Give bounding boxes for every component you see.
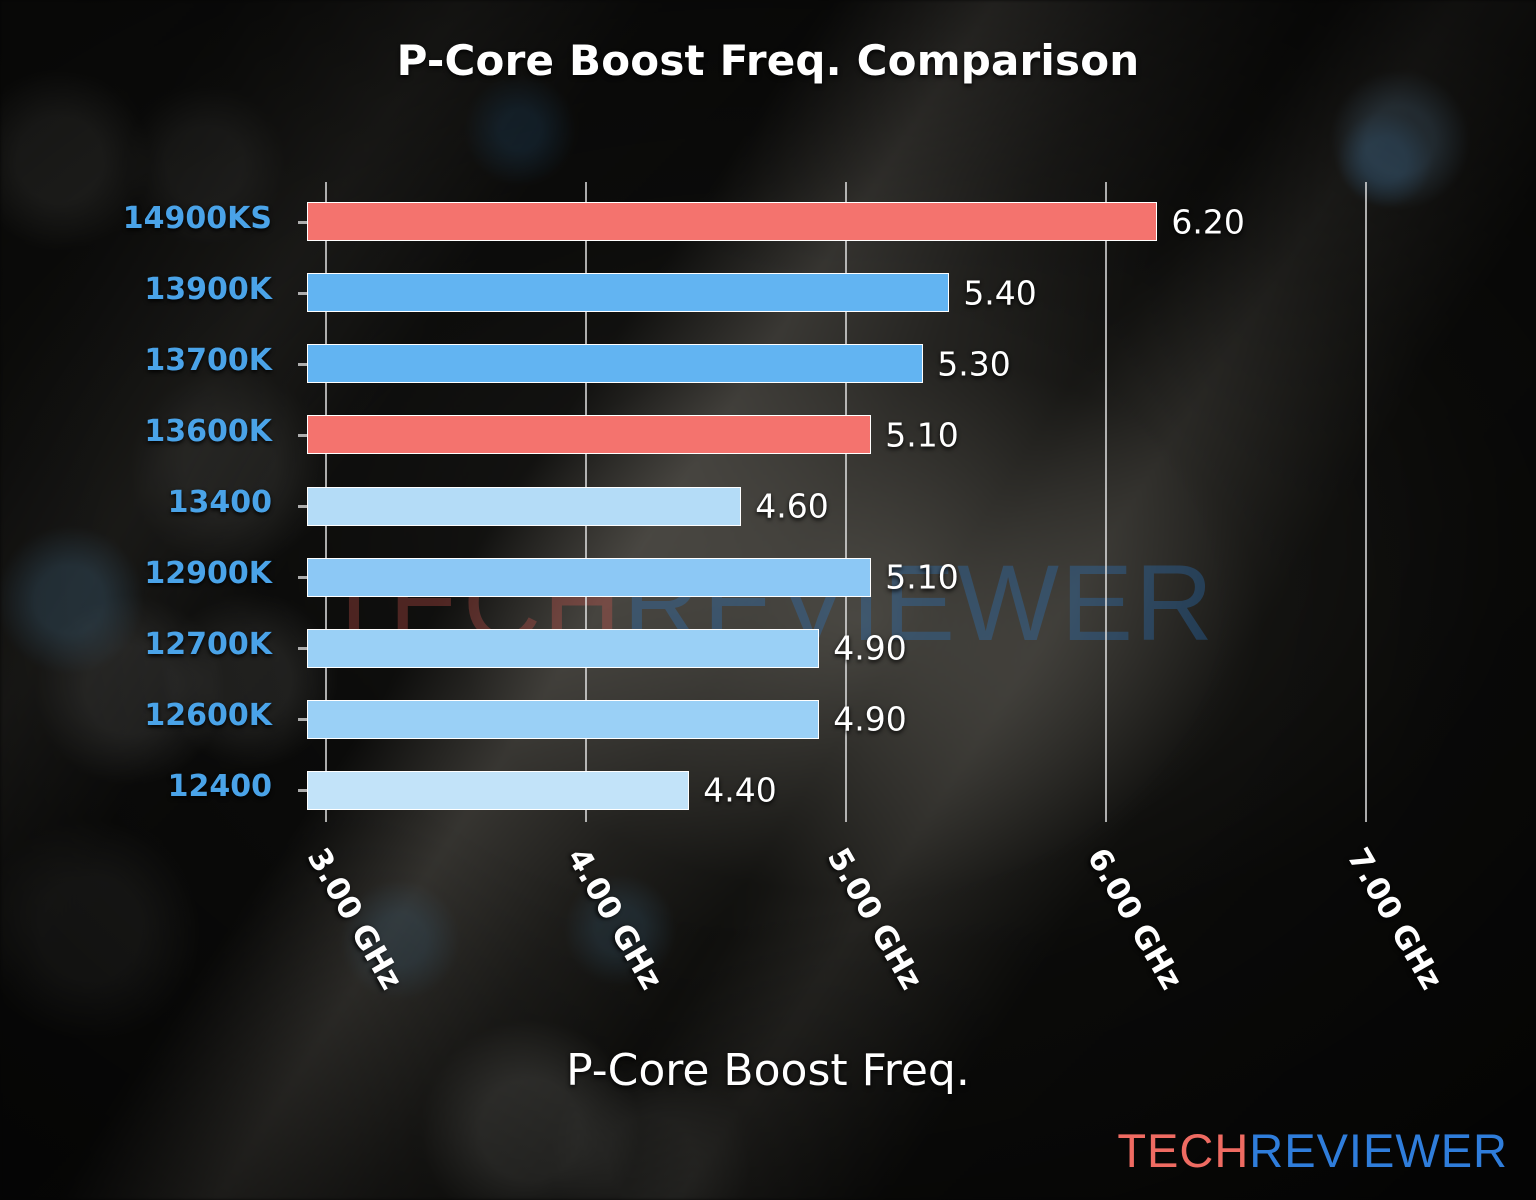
x-tick-label: 4.00 GHz (560, 842, 670, 996)
bar-value-label: 5.40 (963, 273, 1037, 313)
bar (307, 628, 820, 668)
gridline (1365, 182, 1368, 822)
category-label: 12400 (167, 769, 272, 805)
bar-row: 4.40 (307, 770, 1420, 810)
category-label: 12700K (144, 627, 272, 663)
bar (307, 486, 742, 526)
bar-row: 4.90 (307, 699, 1420, 739)
y-tick-mark (298, 362, 307, 366)
bar (307, 770, 690, 810)
bar (307, 699, 820, 739)
logo-tech-text: TECH (1117, 1124, 1250, 1177)
y-tick-mark (298, 789, 307, 793)
y-tick-mark (298, 433, 307, 437)
category-axis-labels: 14900KS 13900K 13700K 13600K 13400 12900K 1270… (0, 182, 290, 822)
x-axis-title: P-Core Boost Freq. (566, 1045, 970, 1096)
x-tick-label: 5.00 GHz (820, 842, 930, 996)
bar-row: 4.60 (307, 486, 1420, 526)
y-tick-mark (298, 220, 307, 224)
techreviewer-logo: TECHREVIEWER (1117, 1123, 1508, 1178)
bar-value-label: 4.90 (833, 699, 907, 739)
y-tick-mark (298, 576, 307, 580)
bar-value-label: 5.10 (885, 415, 959, 455)
gridline (1105, 182, 1108, 822)
category-label: 12900K (144, 556, 272, 592)
x-tick-label: 3.00 GHz (300, 842, 410, 996)
logo-reviewer-text: REVIEWER (1249, 1124, 1508, 1177)
x-axis-tick-labels: 3.00 GHz 4.00 GHz 5.00 GHz 6.00 GHz 7.00 GHz (300, 842, 1450, 1022)
plot-area: 6.20 5.40 5.30 5.10 4.60 5.10 4.90 4.90 4.40 (298, 182, 1420, 822)
bar (307, 273, 950, 313)
category-label: 14900KS (122, 200, 272, 236)
bar-value-label: 6.20 (1171, 202, 1245, 242)
bar (307, 557, 872, 597)
chart-title: P-Core Boost Freq. Comparison (396, 36, 1140, 85)
category-label: 13900K (144, 271, 272, 307)
y-tick-mark (298, 505, 307, 508)
bar-value-label: 5.30 (937, 344, 1011, 384)
bar (307, 344, 924, 384)
y-tick-mark (298, 291, 307, 295)
bar-row: 6.20 (307, 202, 1420, 242)
bar-value-label: 4.40 (703, 770, 777, 810)
bar-value-label: 4.60 (755, 486, 829, 526)
gridline (845, 182, 848, 822)
bar (307, 202, 1158, 242)
bar-row: 5.40 (307, 273, 1420, 313)
category-label: 13400 (167, 485, 272, 520)
bar-value-label: 4.90 (833, 628, 907, 668)
bar-row: 4.90 (307, 628, 1420, 668)
category-label: 13600K (144, 413, 272, 449)
bar-row: 5.30 (307, 344, 1420, 384)
bar-value-label: 5.10 (885, 557, 959, 597)
y-tick-mark (298, 718, 307, 722)
category-label: 13700K (144, 342, 272, 378)
bar (307, 415, 872, 455)
bar-row: 5.10 (307, 557, 1420, 597)
y-tick-mark (298, 647, 307, 651)
x-tick-label: 6.00 GHz (1080, 842, 1190, 996)
bar-row: 5.10 (307, 415, 1420, 455)
category-label: 12600K (144, 698, 272, 734)
